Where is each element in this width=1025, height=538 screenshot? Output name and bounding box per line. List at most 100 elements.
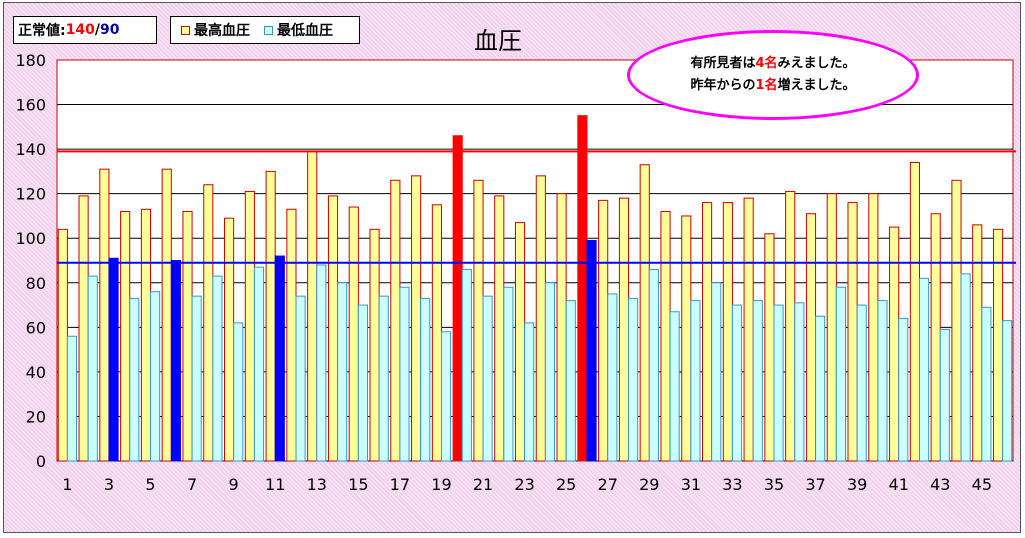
- bar-low-11: [274, 255, 285, 462]
- bar-low-22: [503, 286, 514, 462]
- bar-high-40: [868, 193, 879, 462]
- bar-high-34: [743, 197, 754, 462]
- chart-area: 0 20 40 60 80 100 120 140 160 180 1 3 5 7 9 11 13 15 17 19 2…: [3, 2, 1021, 533]
- bar-low-40: [877, 300, 888, 462]
- bar-low-41: [898, 317, 909, 462]
- bar-low-35: [773, 304, 784, 462]
- bar-high-17: [390, 179, 401, 462]
- bar-high-5: [140, 208, 152, 462]
- bar-low-37: [815, 315, 826, 462]
- bar-low-16: [378, 295, 389, 462]
- bar-high-36: [785, 190, 796, 462]
- bar-low-9: [233, 322, 244, 462]
- bar-low-15: [357, 304, 368, 462]
- callout-line-1-post: みえました。: [777, 56, 856, 71]
- bar-high-18: [411, 175, 422, 462]
- bar-low-8: [212, 275, 223, 462]
- x-tick-label-11: 11: [265, 475, 285, 494]
- bar-high-22: [494, 195, 505, 462]
- bar-low-4: [129, 297, 140, 462]
- bar-low-21: [482, 295, 493, 462]
- bar-low-24: [544, 282, 556, 462]
- y-tick-label-0: 0: [36, 452, 46, 471]
- normal-separator: /: [94, 22, 100, 38]
- callout-line-2-pre: 昨年からの: [690, 78, 756, 93]
- bar-low-39: [856, 304, 867, 462]
- y-tick-label-60: 60: [26, 318, 46, 337]
- bar-low-30: [669, 311, 680, 462]
- x-tick-label-45: 45: [972, 475, 992, 494]
- x-tick-label-41: 41: [889, 475, 909, 494]
- x-tick-label-1: 1: [62, 475, 72, 494]
- bar-high-9: [224, 217, 235, 462]
- y-tick-label-40: 40: [26, 363, 46, 382]
- bar-high-7: [182, 210, 193, 462]
- y-tick-label-100: 100: [15, 229, 46, 248]
- bar-low-45: [981, 306, 992, 462]
- bar-low-33: [731, 304, 743, 462]
- bar-high-44: [951, 179, 962, 462]
- legend-entry-high: 最高血圧: [181, 20, 250, 40]
- bar-low-20: [461, 268, 472, 462]
- x-tick-label-37: 37: [805, 475, 825, 494]
- bar-low-27: [607, 293, 618, 462]
- normal-value-box: 正常値: 140/90: [13, 16, 157, 44]
- x-tick-label-33: 33: [722, 475, 742, 494]
- bar-high-3: [99, 168, 110, 462]
- x-tick-label-19: 19: [431, 475, 451, 494]
- bar-high-39: [847, 202, 858, 462]
- bar-low-25: [565, 300, 576, 462]
- bar-high-33: [722, 202, 733, 462]
- callout-line-1: 有所見者は4名みえました。: [690, 53, 855, 75]
- bar-low-19: [440, 331, 452, 462]
- bar-high-38: [826, 193, 837, 462]
- legend-entry-low: 最低血圧: [264, 20, 333, 40]
- x-tick-label-35: 35: [764, 475, 784, 494]
- x-tick-label-43: 43: [930, 475, 950, 494]
- bar-high-12: [286, 208, 297, 462]
- x-tick-label-31: 31: [681, 475, 701, 494]
- x-tick-label-9: 9: [229, 475, 239, 494]
- bar-low-29: [648, 268, 659, 462]
- bar-low-46: [1002, 320, 1013, 462]
- bar-low-23: [524, 322, 535, 462]
- x-tick-label-3: 3: [104, 475, 114, 494]
- bar-high-37: [805, 213, 817, 462]
- bar-high-25: [556, 193, 567, 462]
- normal-low-value: 90: [99, 22, 120, 38]
- bar-high-27: [598, 199, 609, 462]
- x-tick-label-39: 39: [847, 475, 867, 494]
- bar-low-42: [918, 277, 930, 462]
- bar-high-13: [307, 150, 318, 462]
- bar-low-31: [690, 300, 701, 462]
- bar-low-32: [711, 282, 722, 462]
- legend: 最高血圧 最低血圧: [170, 16, 360, 44]
- bar-low-28: [628, 297, 639, 462]
- callout-line-2: 昨年からの1名増えました。: [690, 75, 855, 97]
- bar-high-11: [265, 170, 276, 462]
- x-tick-label-27: 27: [598, 475, 618, 494]
- bar-low-34: [752, 300, 763, 462]
- bar-low-38: [835, 286, 846, 462]
- bar-low-14: [337, 282, 348, 462]
- x-tick-label-23: 23: [514, 475, 534, 494]
- y-tick-label-160: 160: [15, 96, 46, 115]
- bar-high-15: [348, 206, 359, 462]
- bar-low-5: [150, 291, 161, 462]
- bar-high-20: [452, 135, 463, 462]
- bar-high-1: [57, 228, 68, 462]
- bar-low-43: [939, 329, 950, 462]
- bar-high-24: [535, 175, 546, 462]
- bar-high-6: [161, 168, 172, 462]
- x-tick-label-17: 17: [390, 475, 410, 494]
- bar-high-4: [120, 210, 131, 462]
- bar-high-10: [244, 190, 255, 462]
- bar-high-46: [992, 228, 1004, 462]
- x-tick-label-13: 13: [307, 475, 327, 494]
- chart-title: 血圧: [474, 27, 522, 55]
- x-tick-label-5: 5: [145, 475, 155, 494]
- callout-ellipse: 有所見者は4名みえました。 昨年からの1名増えました。: [627, 30, 919, 120]
- bar-low-13: [316, 264, 327, 462]
- bar-high-31: [681, 215, 692, 462]
